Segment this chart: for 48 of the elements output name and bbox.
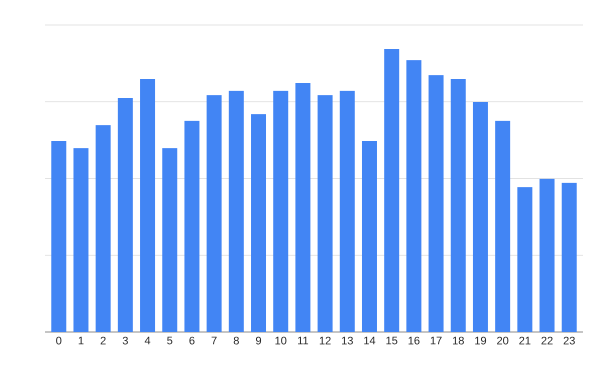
bar bbox=[495, 120, 510, 332]
bar bbox=[450, 79, 466, 332]
x-tick-label: 8 bbox=[234, 336, 239, 344]
x-tick-label: 5 bbox=[167, 336, 172, 344]
x-tick-label: 15 bbox=[386, 336, 398, 344]
x-tick-label: 19 bbox=[475, 336, 486, 344]
bar bbox=[362, 141, 377, 332]
bar bbox=[384, 49, 400, 332]
bar bbox=[472, 102, 488, 332]
x-tick-label: 12 bbox=[320, 336, 331, 344]
bar bbox=[406, 60, 422, 332]
bar bbox=[73, 148, 88, 332]
bar bbox=[562, 182, 577, 332]
x-tick-label: 13 bbox=[342, 336, 353, 344]
x-tick-label: 10 bbox=[275, 336, 286, 344]
bar bbox=[162, 148, 178, 332]
bar bbox=[540, 178, 555, 332]
bar bbox=[295, 83, 310, 332]
bar bbox=[517, 187, 532, 332]
x-tick-label: 3 bbox=[122, 336, 128, 344]
bar bbox=[273, 90, 288, 332]
x-tick-label: 18 bbox=[452, 336, 464, 344]
x-tick-label: 22 bbox=[541, 336, 553, 344]
x-tick-label: 1 bbox=[78, 336, 84, 344]
bar bbox=[184, 120, 200, 332]
x-tick-label: 17 bbox=[430, 336, 442, 344]
bar bbox=[251, 114, 266, 332]
x-tick-label: 11 bbox=[298, 336, 308, 344]
bar bbox=[340, 90, 355, 332]
bar bbox=[228, 90, 244, 332]
x-tick-label: 21 bbox=[519, 336, 530, 344]
bar bbox=[140, 79, 156, 332]
bar bbox=[206, 95, 222, 332]
x-tick-label: 9 bbox=[256, 336, 262, 344]
x-tick-label: 2 bbox=[100, 336, 106, 344]
x-tick-label: 4 bbox=[144, 336, 150, 344]
x-tick-label: 23 bbox=[564, 336, 575, 344]
x-tick-label: 7 bbox=[212, 336, 217, 344]
x-tick-label: 0 bbox=[56, 336, 62, 344]
bar bbox=[318, 95, 333, 332]
bar bbox=[118, 98, 133, 332]
bar bbox=[51, 141, 66, 332]
bar bbox=[428, 75, 444, 332]
x-tick-label: 6 bbox=[189, 336, 194, 344]
x-tick-label: 20 bbox=[497, 336, 508, 344]
x-tick-label: 16 bbox=[408, 336, 420, 344]
bar bbox=[96, 125, 111, 332]
x-tick-label: 14 bbox=[364, 336, 376, 344]
